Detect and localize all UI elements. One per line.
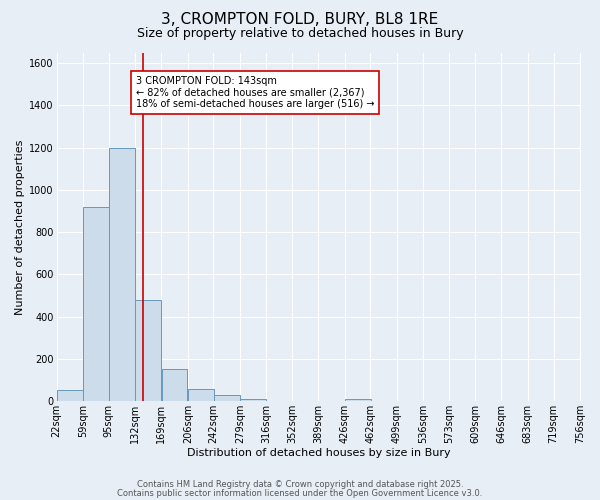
Bar [83,207,109,401]
Bar [345,399,371,401]
Bar [57,390,83,401]
Bar [109,148,135,401]
X-axis label: Distribution of detached houses by size in Bury: Distribution of detached houses by size … [187,448,451,458]
Text: Contains public sector information licensed under the Open Government Licence v3: Contains public sector information licen… [118,489,482,498]
Text: Size of property relative to detached houses in Bury: Size of property relative to detached ho… [137,28,463,40]
Bar [135,300,161,401]
Text: Contains HM Land Registry data © Crown copyright and database right 2025.: Contains HM Land Registry data © Crown c… [137,480,463,489]
Text: 3 CROMPTON FOLD: 143sqm
← 82% of detached houses are smaller (2,367)
18% of semi: 3 CROMPTON FOLD: 143sqm ← 82% of detache… [136,76,374,109]
Text: 3, CROMPTON FOLD, BURY, BL8 1RE: 3, CROMPTON FOLD, BURY, BL8 1RE [161,12,439,28]
Y-axis label: Number of detached properties: Number of detached properties [15,139,25,314]
Bar [214,396,239,401]
Bar [188,388,214,401]
Bar [240,399,266,401]
Bar [161,370,187,401]
